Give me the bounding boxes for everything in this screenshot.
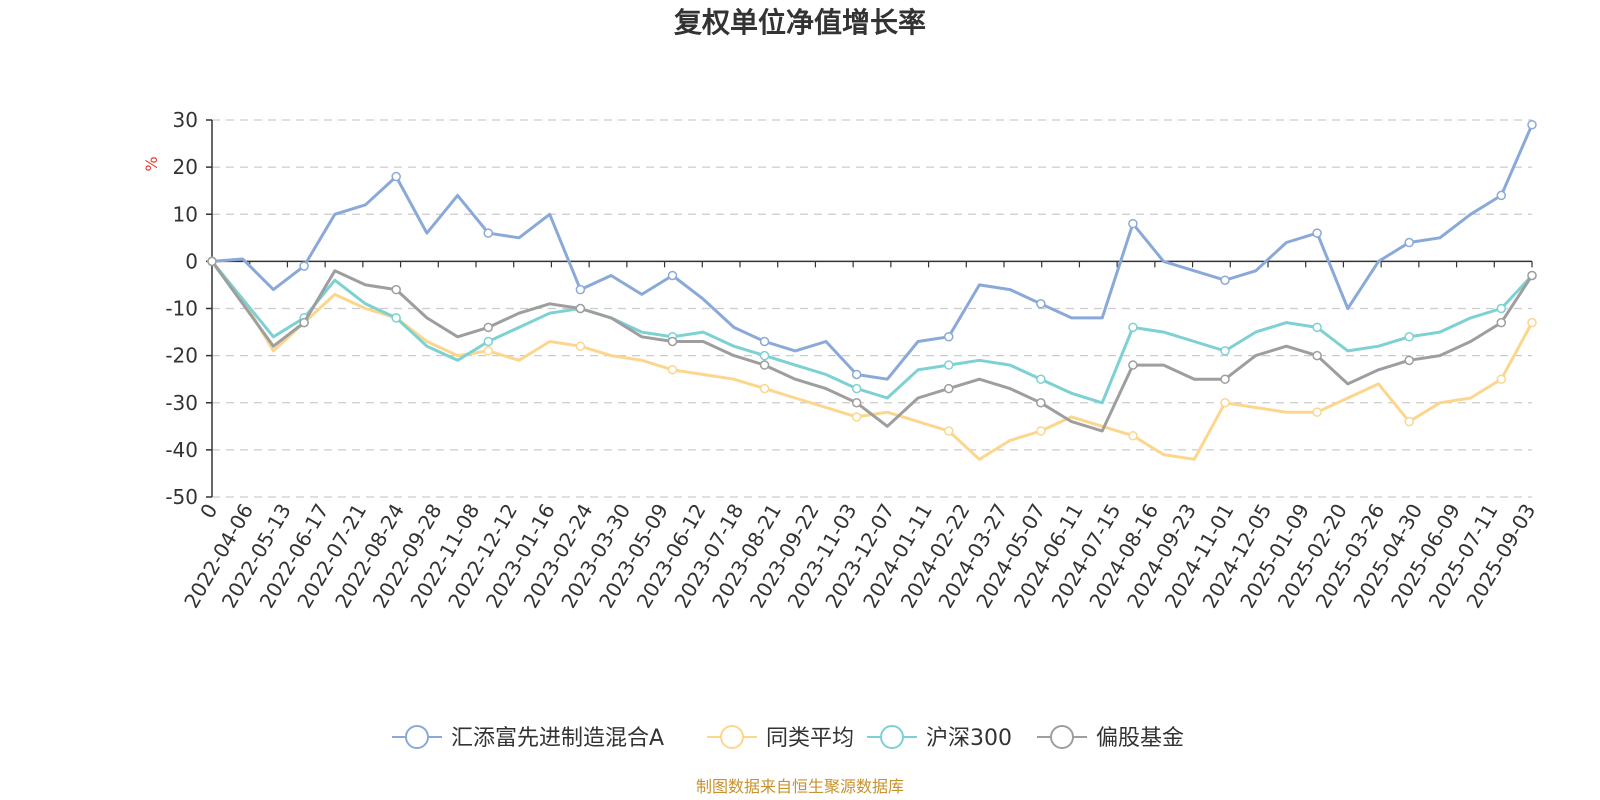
series-point xyxy=(1496,374,1507,384)
series-point xyxy=(391,284,401,295)
series-point xyxy=(299,317,309,328)
series-point xyxy=(1220,275,1230,285)
series-point xyxy=(1312,322,1322,333)
series-line xyxy=(210,259,1534,405)
y-tick-label: -30 xyxy=(165,391,198,415)
series-point xyxy=(1527,270,1537,281)
series-point xyxy=(1036,426,1046,436)
y-tick-label: -20 xyxy=(165,344,198,368)
legend-item[interactable]: 汇添富先进制造混合A xyxy=(392,725,664,751)
series-point xyxy=(1312,407,1322,417)
series-point xyxy=(1220,374,1230,384)
series-point xyxy=(1128,218,1138,229)
series-1 xyxy=(207,256,1537,461)
series-point xyxy=(207,256,217,267)
series-point xyxy=(759,350,770,361)
series-point xyxy=(759,360,770,370)
series-point xyxy=(851,383,862,394)
legend-label: 沪深300 xyxy=(926,726,1012,751)
legend-label: 汇添富先进制造混合A xyxy=(451,726,664,751)
series-point xyxy=(575,284,586,295)
series-lines xyxy=(207,119,1537,461)
series-3 xyxy=(207,256,1537,433)
series-point xyxy=(1220,346,1230,356)
series-point xyxy=(1128,322,1138,333)
series-point xyxy=(1404,332,1414,342)
y-tick-label: -50 xyxy=(165,485,198,509)
legend-marker xyxy=(1050,725,1074,749)
series-point xyxy=(1527,317,1537,328)
legend-marker xyxy=(880,725,904,749)
y-tick-label: 30 xyxy=(173,108,198,132)
x-tick-label-origin: 0 xyxy=(195,500,222,523)
legend-item[interactable]: 偏股基金 xyxy=(1037,725,1184,751)
legend[interactable]: 汇添富先进制造混合A 同类平均 沪深300 偏股基金 xyxy=(392,725,1184,751)
series-point xyxy=(1496,317,1507,328)
series-point xyxy=(1527,119,1537,130)
series-point xyxy=(1312,350,1322,361)
y-tick-label: -40 xyxy=(165,438,198,462)
series-line xyxy=(210,259,1534,433)
y-tick-label: 20 xyxy=(173,155,198,179)
series-point xyxy=(483,228,494,238)
series-point xyxy=(1128,360,1138,370)
series-point xyxy=(391,171,401,182)
series-point xyxy=(1312,228,1322,238)
series-point xyxy=(1036,374,1046,384)
y-tick-label: 10 xyxy=(173,202,198,226)
series-point xyxy=(943,383,954,394)
legend-label: 同类平均 xyxy=(766,726,854,751)
data-source-note: 制图数据来自恒生聚源数据库 xyxy=(696,777,904,796)
series-point xyxy=(1128,430,1138,441)
series-point xyxy=(483,346,494,356)
series-point xyxy=(483,336,494,347)
y-tick-label: -10 xyxy=(165,297,198,321)
series-point xyxy=(851,369,862,380)
y-tick-label: 0 xyxy=(185,249,198,273)
legend-item[interactable]: 同类平均 xyxy=(707,725,854,751)
series-point xyxy=(483,322,494,333)
series-point xyxy=(1404,416,1414,427)
series-point xyxy=(1404,237,1414,248)
legend-marker xyxy=(720,725,744,749)
series-point xyxy=(851,398,862,408)
series-point xyxy=(391,313,401,323)
series-line xyxy=(210,123,1534,381)
chart-title: 复权单位净值增长率 xyxy=(674,6,926,39)
series-point xyxy=(759,383,770,394)
series-point xyxy=(575,303,586,314)
series-point xyxy=(1220,398,1230,408)
series-point xyxy=(667,365,678,375)
series-point xyxy=(1404,355,1414,366)
y-axis-unit: % xyxy=(142,156,161,171)
series-point xyxy=(851,412,862,422)
legend-item[interactable]: 沪深300 xyxy=(867,725,1012,751)
y-axis: 30 20 10 0 -10 -20 -30 -40 -50 xyxy=(165,108,213,509)
legend-marker xyxy=(405,725,429,749)
series-point xyxy=(299,261,309,271)
series-0 xyxy=(207,119,1537,381)
series-point xyxy=(1496,303,1507,314)
series-line xyxy=(210,259,1534,461)
legend-label: 偏股基金 xyxy=(1096,726,1184,751)
series-point xyxy=(943,332,954,342)
series-point xyxy=(943,360,954,370)
series-point xyxy=(759,336,770,347)
series-point xyxy=(1496,190,1507,201)
series-point xyxy=(1036,398,1046,408)
series-point xyxy=(575,341,586,351)
series-point xyxy=(667,270,678,281)
series-point xyxy=(1036,299,1046,309)
grid-lines xyxy=(212,119,1532,498)
series-point xyxy=(943,426,954,436)
series-point xyxy=(667,336,678,347)
